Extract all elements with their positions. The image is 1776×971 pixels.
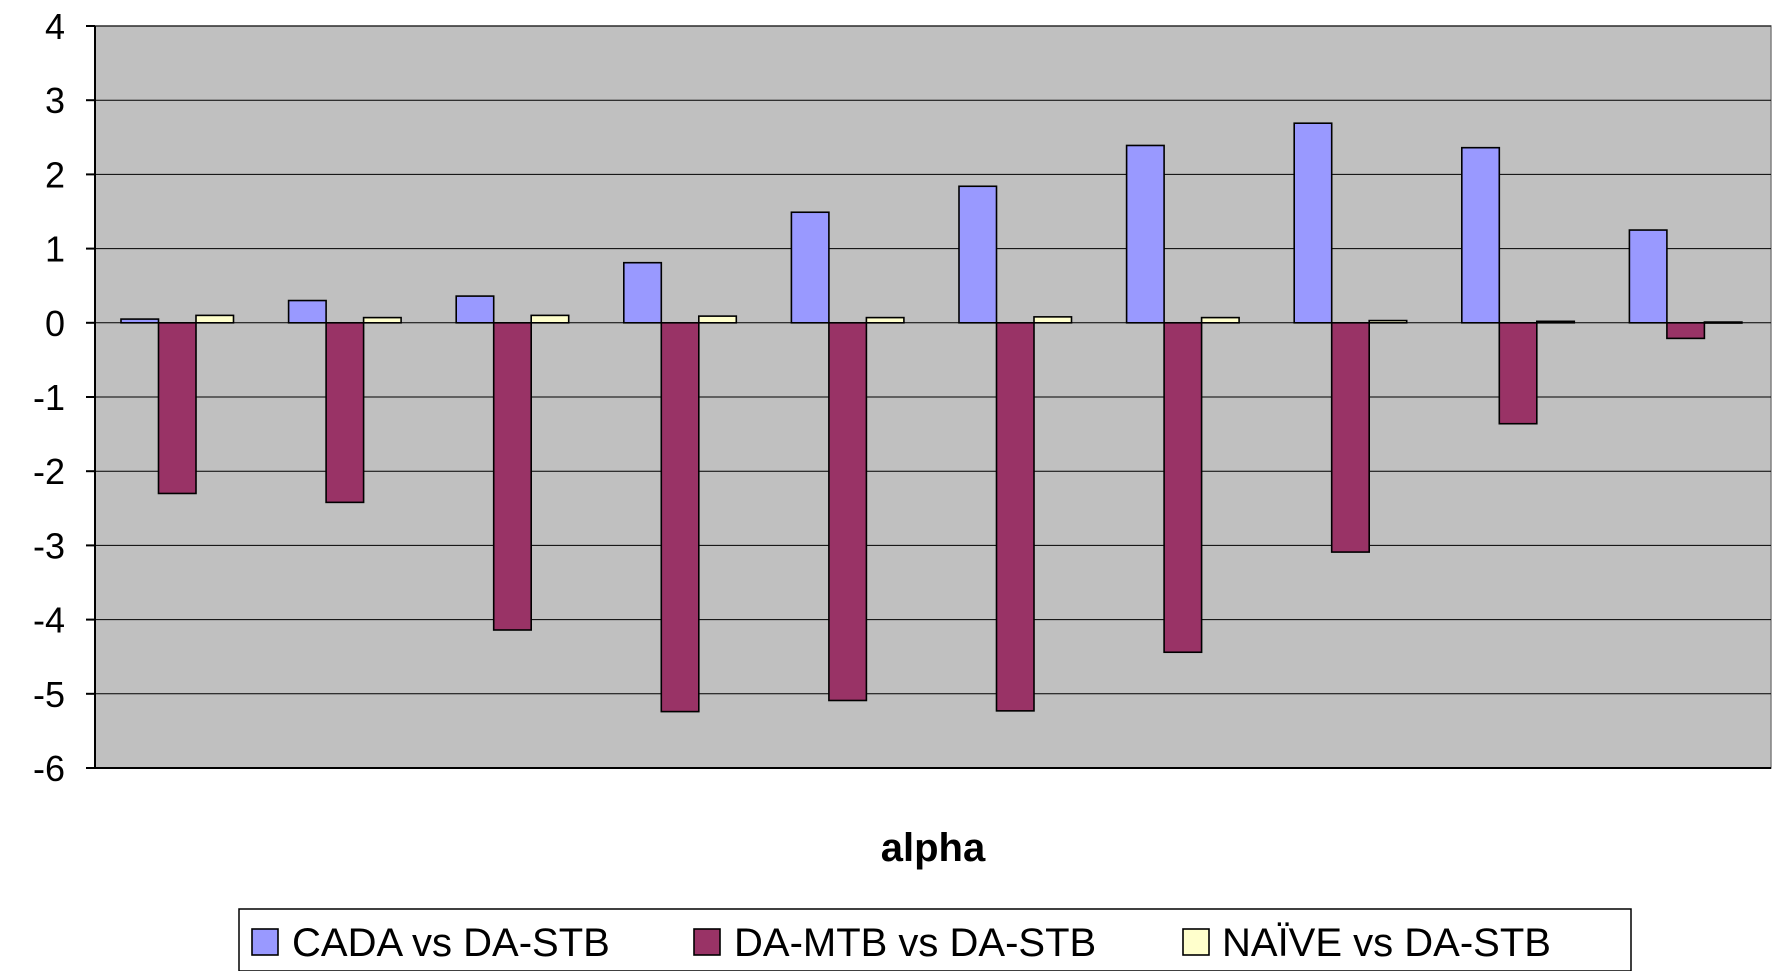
bar-series-2 [1163, 321, 1203, 654]
bar-series-2 [1498, 321, 1538, 425]
y-axis: 4 3 2 1 0 -1 -2 -3 -4 -5 -6 [33, 6, 1771, 789]
bar-series-2 [492, 321, 533, 631]
bar-series-2 [157, 321, 197, 495]
bar-series-1 [287, 299, 327, 324]
y-tick-label: -6 [33, 748, 65, 789]
y-tick-label: -2 [33, 451, 65, 492]
y-tick-label: 4 [45, 6, 65, 47]
bar-series-3 [1703, 321, 1743, 324]
bar-series-1 [455, 295, 495, 324]
bar-series-3 [195, 314, 235, 324]
bar-series-3 [530, 314, 570, 324]
bar-series-3 [1536, 320, 1576, 324]
y-tick-label: 2 [45, 154, 65, 195]
legend-swatch [251, 928, 279, 956]
y-tick-label: -4 [33, 600, 65, 641]
bar-series-1 [622, 261, 663, 324]
bar-series-3 [362, 316, 402, 324]
y-tick-label: -3 [33, 525, 65, 566]
bar-series-1 [1461, 146, 1501, 324]
y-tick-label: -5 [33, 674, 65, 715]
bar-series-3 [1200, 316, 1240, 324]
bar-series-2 [1666, 321, 1706, 340]
legend-label: NAÏVE vs DA-STB [1222, 921, 1551, 965]
legend-box [238, 908, 1632, 971]
legend-swatch [693, 928, 721, 956]
bar-series-2 [325, 321, 365, 504]
bar-series-3 [1033, 316, 1073, 324]
legend: CADA vs DA-STB DA-MTB vs DA-STB NAÏVE vs D… [238, 908, 1632, 971]
y-tick-label: 0 [45, 303, 65, 344]
gridlines [95, 25, 1771, 695]
legend-swatch [1182, 928, 1210, 956]
legend-label: DA-MTB vs DA-STB [734, 921, 1096, 965]
x-axis-title: alpha [881, 826, 986, 870]
bar-series-1 [120, 318, 160, 324]
bar-series-2 [1330, 321, 1370, 553]
bar-series-1 [1628, 229, 1668, 324]
bar-series-1 [1125, 144, 1165, 324]
bar-series-2 [660, 321, 700, 713]
bars [120, 122, 1743, 713]
bar-series-1 [1293, 122, 1333, 324]
bar-series-1 [790, 211, 830, 324]
y-tick-label: 3 [45, 80, 65, 121]
bar-series-2 [828, 321, 868, 702]
bar-series-3 [865, 316, 905, 324]
legend-label: CADA vs DA-STB [292, 921, 610, 965]
bar-series-3 [697, 315, 738, 324]
y-tick-label: 1 [45, 229, 65, 270]
bar-series-1 [958, 185, 998, 324]
y-tick-label: -1 [33, 377, 65, 418]
bar-series-2 [995, 321, 1035, 712]
bar-series-3 [1368, 319, 1408, 324]
